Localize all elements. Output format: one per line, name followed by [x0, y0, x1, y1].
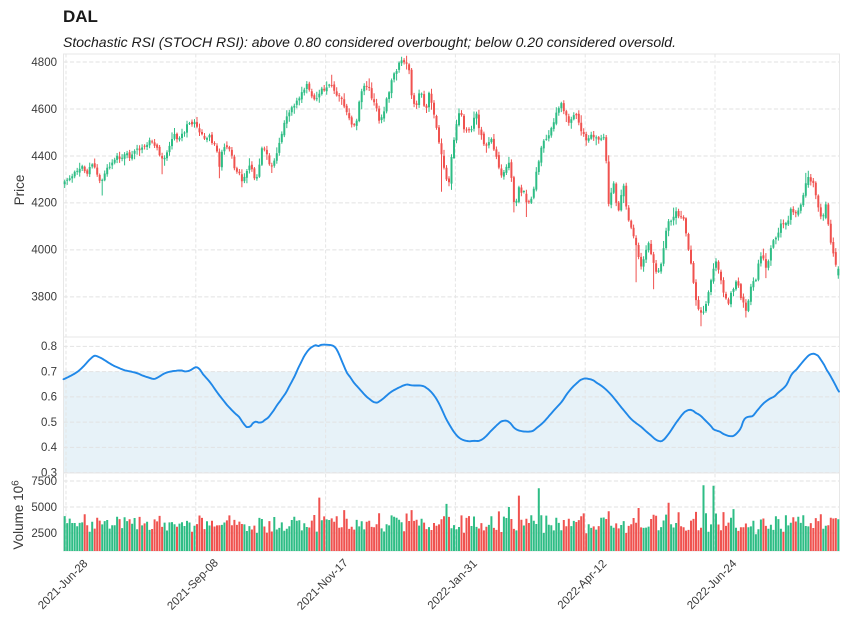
svg-text:4600: 4600: [31, 104, 57, 116]
svg-text:3800: 3800: [31, 292, 57, 304]
svg-text:DAL: DAL: [63, 7, 98, 26]
svg-text:Volume 106: Volume 106: [11, 480, 27, 550]
svg-text:0.5: 0.5: [41, 417, 57, 429]
svg-text:4800: 4800: [31, 57, 57, 69]
svg-text:4200: 4200: [31, 198, 57, 210]
svg-text:5000: 5000: [31, 502, 57, 514]
svg-text:4000: 4000: [31, 245, 57, 257]
svg-text:Stochastic RSI (STOCH RSI): ab: Stochastic RSI (STOCH RSI): above 0.80 c…: [63, 34, 676, 50]
svg-text:2500: 2500: [31, 528, 57, 540]
svg-text:7500: 7500: [31, 476, 57, 488]
svg-text:0.8: 0.8: [41, 341, 57, 353]
svg-text:4400: 4400: [31, 151, 57, 163]
svg-text:Price: Price: [12, 175, 27, 206]
svg-text:0.4: 0.4: [41, 442, 58, 454]
svg-text:0.7: 0.7: [41, 366, 57, 378]
svg-text:0.3: 0.3: [41, 467, 57, 479]
svg-text:0.6: 0.6: [41, 392, 57, 404]
